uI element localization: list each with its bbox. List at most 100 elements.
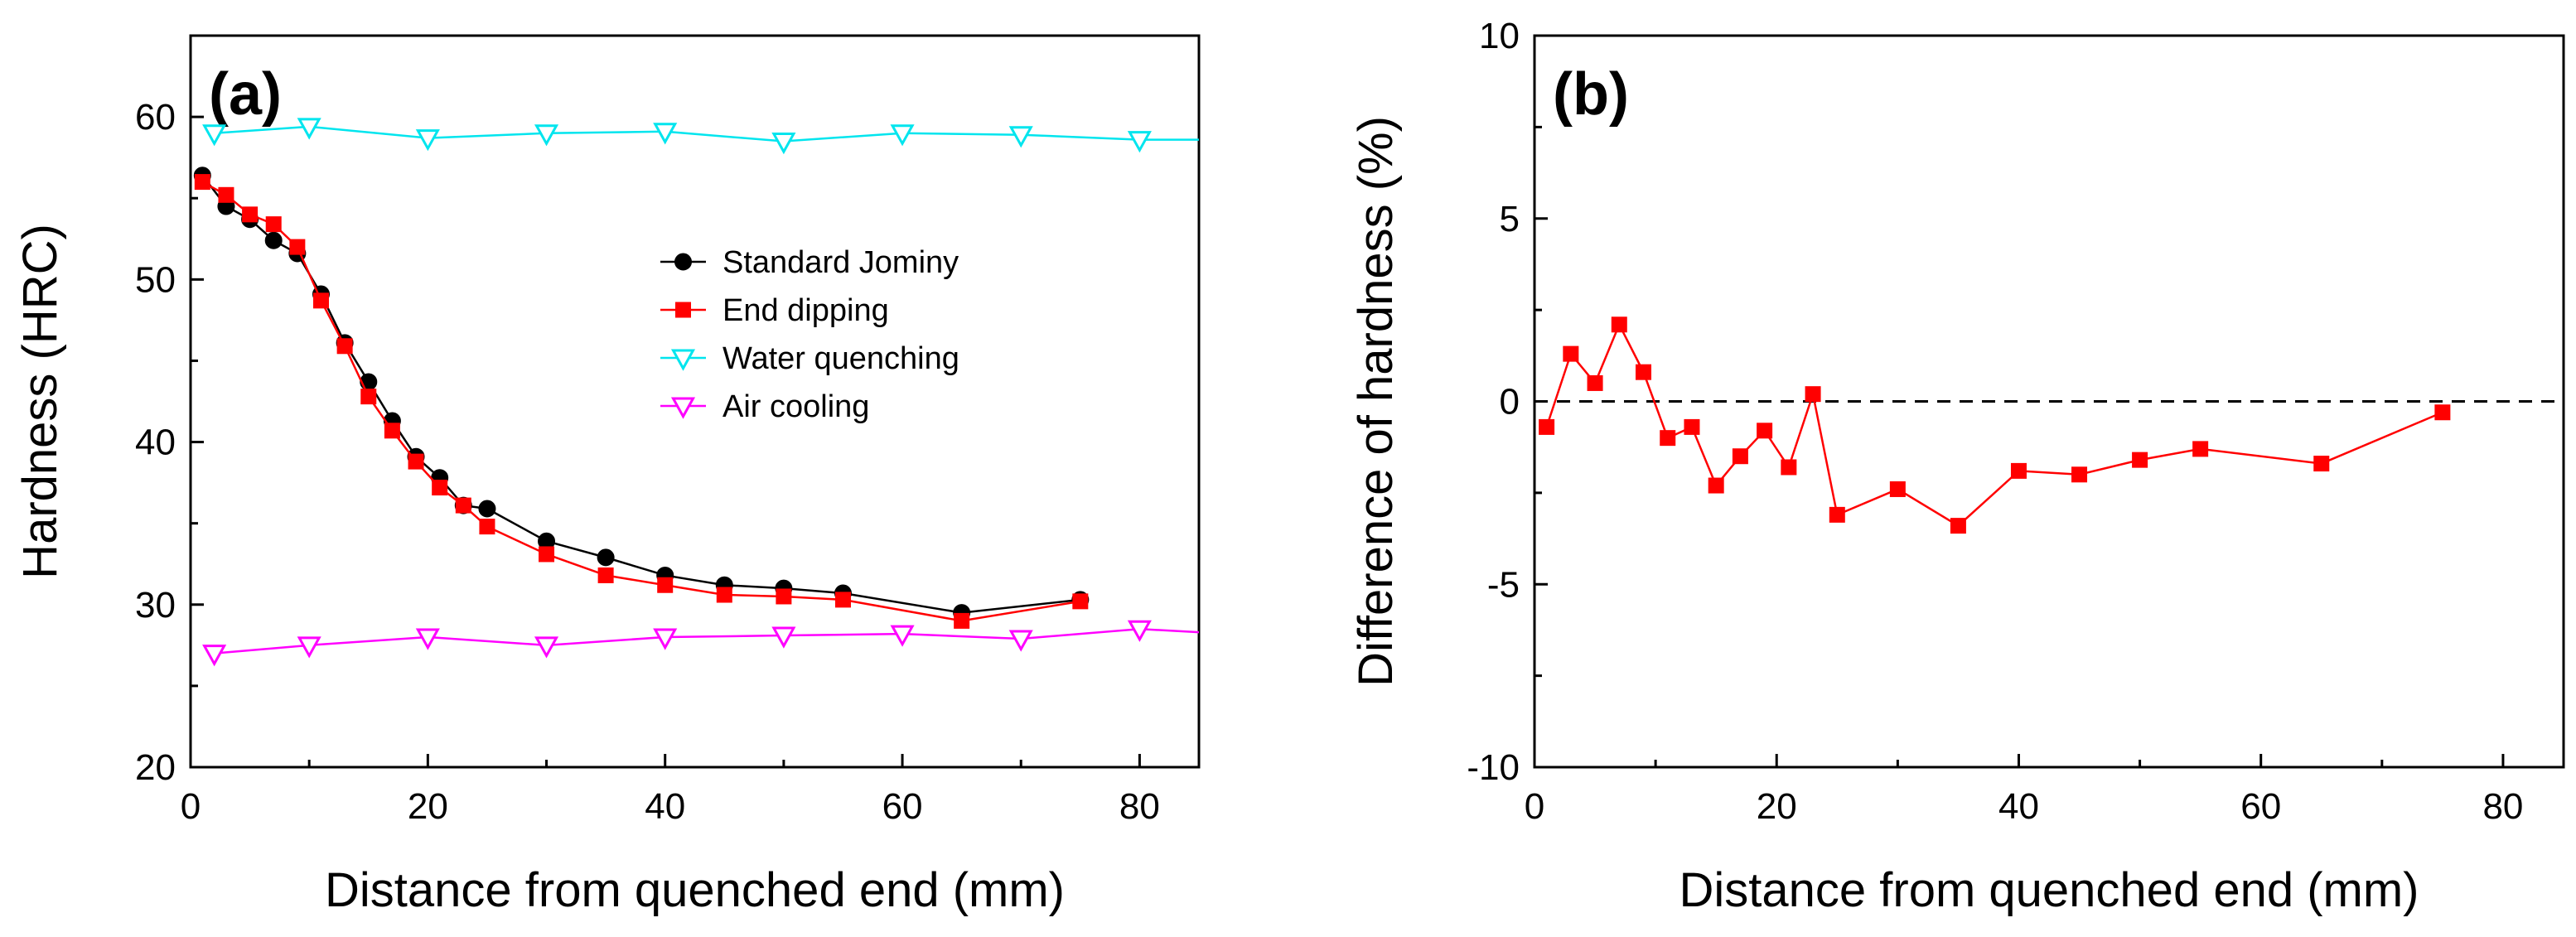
data-point — [890, 625, 915, 647]
data-point — [242, 206, 259, 223]
series-air-cooling — [202, 620, 1199, 667]
x-tick-label: 20 — [408, 786, 448, 827]
y-tick-label: 0 — [1500, 382, 1520, 423]
data-point — [1636, 364, 1652, 380]
data-point — [1008, 630, 1033, 652]
series-line — [1545, 321, 2443, 528]
data-point — [218, 186, 234, 203]
x-tick-label: 40 — [1998, 786, 2039, 827]
data-point — [1008, 126, 1033, 148]
panel-b-difference-chart: 0 20 40 60 80 -10 -5 0 5 10 Distance from quenched… — [1349, 16, 2565, 917]
data-point — [1072, 593, 1089, 610]
data-point — [2071, 466, 2088, 483]
data-point — [539, 546, 555, 563]
data-point — [1127, 131, 1152, 153]
data-point — [1611, 316, 1627, 333]
data-point — [312, 292, 329, 309]
data-point — [360, 389, 377, 405]
data-point — [2010, 462, 2027, 479]
y-tick-label: 50 — [135, 259, 176, 300]
data-point — [1708, 477, 1724, 494]
data-point — [194, 174, 210, 191]
series-line — [214, 627, 1199, 654]
data-point — [776, 588, 792, 605]
data-point — [2132, 452, 2148, 468]
data-point — [834, 592, 851, 608]
data-point — [265, 216, 282, 233]
data-point — [455, 497, 471, 514]
data-point — [597, 567, 614, 583]
data-point — [297, 118, 321, 140]
legend-marker — [675, 302, 691, 318]
data-point — [1539, 418, 1555, 435]
y-tick-label: 60 — [135, 97, 176, 138]
x-tick-label: 40 — [645, 786, 685, 827]
x-axis-title: Distance from quenched end (mm) — [325, 863, 1065, 917]
x-axis-title: Distance from quenched end (mm) — [1679, 863, 2419, 917]
data-point — [657, 577, 674, 593]
x-tick-label: 0 — [181, 786, 201, 827]
legend-marker — [674, 253, 692, 271]
plot-frame — [189, 34, 1201, 769]
data-point — [202, 124, 227, 147]
series-standard-jominy — [193, 167, 1090, 622]
y-tick-label: 5 — [1500, 199, 1520, 239]
data-point — [534, 636, 559, 659]
y-tick-label: 10 — [1479, 16, 1520, 56]
series-end-dipping — [194, 174, 1089, 629]
data-point — [1889, 481, 1906, 497]
data-point — [1805, 386, 1821, 403]
data-point — [653, 628, 678, 650]
data-point — [415, 628, 440, 650]
y-axis-title: Difference of hardness (%) — [1349, 116, 1403, 687]
y-tick-label: 20 — [135, 747, 176, 788]
data-point — [597, 548, 615, 567]
data-point — [478, 500, 496, 518]
series-water-quenching — [202, 118, 1199, 155]
y-tick-label: -10 — [1467, 747, 1520, 788]
data-point — [479, 519, 495, 535]
data-point — [2313, 456, 2330, 472]
legend-label: End dipping — [723, 293, 889, 328]
series-line — [201, 174, 1080, 614]
data-point — [1950, 518, 1966, 534]
data-point — [1587, 374, 1603, 391]
legend-label: Water quenching — [723, 341, 959, 376]
data-point — [1757, 423, 1773, 439]
data-point — [653, 123, 678, 145]
legend-label: Air cooling — [723, 389, 869, 424]
data-point — [2192, 441, 2209, 457]
data-point — [1781, 459, 1797, 476]
data-point — [1732, 448, 1748, 465]
data-point — [264, 231, 283, 249]
x-tick-label: 20 — [1757, 786, 1797, 827]
data-point — [384, 423, 400, 439]
data-point — [716, 587, 732, 603]
data-point — [415, 129, 440, 152]
x-tick-label: 60 — [882, 786, 923, 827]
data-point — [297, 636, 321, 659]
data-point — [1660, 430, 1676, 447]
y-tick-label: -5 — [1487, 564, 1520, 605]
data-point — [771, 133, 796, 155]
panel-label: (b) — [1553, 61, 1629, 128]
legend-label: Standard Jominy — [723, 245, 959, 280]
legend-marker — [670, 397, 696, 419]
y-tick-label: 40 — [135, 423, 176, 463]
legend: Standard Jominy End dipping Water quenchin… — [660, 245, 959, 424]
data-point — [2434, 404, 2451, 421]
data-point — [432, 479, 448, 495]
x-tick-label: 80 — [1119, 786, 1160, 827]
data-point — [408, 453, 424, 470]
x-tick-label: 0 — [1525, 786, 1544, 827]
y-tick-label: 30 — [135, 585, 176, 625]
data-point — [1563, 345, 1579, 362]
data-point — [890, 124, 915, 147]
series-difference-of-hardness — [1539, 316, 2451, 534]
data-point — [289, 239, 306, 255]
x-tick-label: 60 — [2240, 786, 2281, 827]
data-point — [202, 645, 227, 667]
legend-marker — [670, 349, 696, 371]
